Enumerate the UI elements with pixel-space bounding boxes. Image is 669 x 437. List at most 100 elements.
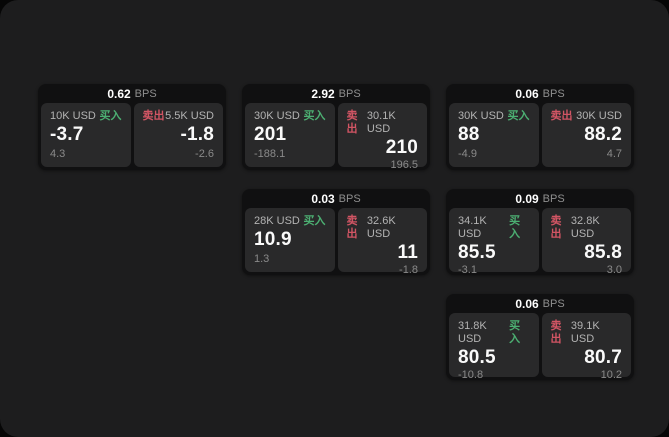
sell-panel[interactable]: 卖出 39.1K USD 80.7 10.2 xyxy=(541,313,631,381)
panel-top: 10K USD 买入 xyxy=(50,110,122,123)
panel-top: 卖出 30K USD xyxy=(551,110,623,123)
sell-tag: 卖出 xyxy=(550,110,573,122)
panel-top: 卖出 32.6K USD xyxy=(347,215,419,241)
quote-panels: 30K USD 买入 201 -188.1 卖出 30.1K USD 210 1… xyxy=(245,103,427,171)
sell-amount: 30K USD xyxy=(576,110,622,122)
sell-amount: 32.6K USD xyxy=(366,215,396,240)
sell-panel[interactable]: 卖出 5.5K USD -1.8 -2.6 xyxy=(133,103,223,167)
panel-top: 31.8K USD 买入 xyxy=(458,320,530,346)
bps-unit-label: BPS xyxy=(134,87,157,100)
buy-delta: 4.3 xyxy=(50,148,66,160)
buy-panel[interactable]: 10K USD 买入 -3.7 4.3 xyxy=(41,103,131,167)
buy-tag: 买入 xyxy=(303,110,326,122)
sell-delta: -2.6 xyxy=(195,148,214,160)
quote-card-6: 0.06 BPS 31.8K USD 买入 80.5 -10.8 卖出 39.1… xyxy=(446,294,634,381)
sell-tag: 卖出 xyxy=(346,110,358,135)
panel-top: 卖出 5.5K USD xyxy=(143,110,215,123)
quote-panels: 30K USD 买入 88 -4.9 卖出 30K USD 88.2 4.7 xyxy=(449,103,631,167)
sell-tag: 卖出 xyxy=(142,110,165,122)
sell-panel[interactable]: 卖出 32.6K USD 11 -1.8 xyxy=(337,208,427,276)
bps-value: 0.62 xyxy=(107,86,131,101)
panel-top: 28K USD 买入 xyxy=(254,215,326,228)
bps-value: 0.03 xyxy=(311,191,335,206)
buy-tag: 买入 xyxy=(303,215,326,227)
card-header: 2.92 BPS xyxy=(245,84,427,103)
sell-price: 88.2 xyxy=(584,124,622,145)
quote-card-grid: 0.62 BPS 10K USD 买入 -3.7 4.3 卖出 5.5K USD xyxy=(38,84,634,381)
buy-amount: 30K USD xyxy=(254,110,300,122)
card-header: 0.03 BPS xyxy=(245,189,427,208)
quote-card-1: 0.62 BPS 10K USD 买入 -3.7 4.3 卖出 5.5K USD xyxy=(38,84,226,170)
sell-delta: 4.7 xyxy=(606,148,622,160)
buy-amount: 30K USD xyxy=(458,110,504,122)
panel-top: 卖出 30.1K USD xyxy=(347,110,419,136)
panel-top: 卖出 39.1K USD xyxy=(551,320,623,346)
buy-amount: 31.8K USD xyxy=(458,320,487,345)
buy-price: 88 xyxy=(458,124,480,145)
sell-price: 210 xyxy=(385,137,418,158)
sell-amount: 30.1K USD xyxy=(366,110,396,135)
quote-card-2: 2.92 BPS 30K USD 买入 201 -188.1 卖出 30.1K … xyxy=(242,84,430,171)
panel-top: 30K USD 买入 xyxy=(254,110,326,123)
bps-unit-label: BPS xyxy=(338,87,361,100)
sell-amount: 32.8K USD xyxy=(570,215,600,240)
quote-panels: 10K USD 买入 -3.7 4.3 卖出 5.5K USD -1.8 -2.… xyxy=(41,103,223,167)
buy-price: 80.5 xyxy=(458,347,496,368)
quote-panels: 28K USD 买入 10.9 1.3 卖出 32.6K USD 11 -1.8 xyxy=(245,208,427,276)
buy-panel[interactable]: 28K USD 买入 10.9 1.3 xyxy=(245,208,335,272)
sell-amount: 5.5K USD xyxy=(165,110,214,122)
sell-panel[interactable]: 卖出 30.1K USD 210 196.5 xyxy=(337,103,427,171)
buy-tag: 买入 xyxy=(509,215,521,240)
buy-amount: 28K USD xyxy=(254,215,300,227)
sell-panel[interactable]: 卖出 32.8K USD 85.8 3.0 xyxy=(541,208,631,276)
buy-amount: 10K USD xyxy=(50,110,96,122)
bps-value: 0.06 xyxy=(515,296,539,311)
sell-delta: -1.8 xyxy=(399,264,418,276)
buy-panel[interactable]: 34.1K USD 买入 85.5 -3.1 xyxy=(449,208,539,276)
buy-delta: -3.1 xyxy=(458,264,477,276)
buy-amount: 34.1K USD xyxy=(458,215,487,240)
bps-value: 0.06 xyxy=(515,86,539,101)
buy-tag: 买入 xyxy=(507,110,530,122)
buy-price: 10.9 xyxy=(254,229,292,250)
panel-top: 卖出 32.8K USD xyxy=(551,215,623,241)
quote-panels: 31.8K USD 买入 80.5 -10.8 卖出 39.1K USD 80.… xyxy=(449,313,631,381)
buy-tag: 买入 xyxy=(509,320,521,345)
bps-value: 0.09 xyxy=(515,191,539,206)
sell-delta: 196.5 xyxy=(390,159,418,171)
sell-delta: 3.0 xyxy=(606,264,622,276)
sell-price: 85.8 xyxy=(584,242,622,263)
buy-delta: -4.9 xyxy=(458,148,477,160)
buy-delta: 1.3 xyxy=(254,253,270,265)
sell-tag: 卖出 xyxy=(550,320,562,345)
buy-panel[interactable]: 31.8K USD 买入 80.5 -10.8 xyxy=(449,313,539,381)
sell-tag: 卖出 xyxy=(550,215,562,240)
sell-delta: 10.2 xyxy=(600,369,622,381)
card-header: 0.62 BPS xyxy=(41,84,223,103)
sell-price: 80.7 xyxy=(584,347,622,368)
bps-unit-label: BPS xyxy=(338,192,361,205)
buy-price: 85.5 xyxy=(458,242,496,263)
sell-panel[interactable]: 卖出 30K USD 88.2 4.7 xyxy=(541,103,631,167)
sell-amount: 39.1K USD xyxy=(570,320,600,345)
quote-card-5: 0.09 BPS 34.1K USD 买入 85.5 -3.1 卖出 32.8K… xyxy=(446,189,634,276)
buy-delta: -10.8 xyxy=(458,369,484,381)
bps-unit-label: BPS xyxy=(542,297,565,310)
bps-value: 2.92 xyxy=(311,86,335,101)
bps-unit-label: BPS xyxy=(542,192,565,205)
quote-panels: 34.1K USD 买入 85.5 -3.1 卖出 32.8K USD 85.8… xyxy=(449,208,631,276)
sell-price: -1.8 xyxy=(180,124,214,145)
buy-price: 201 xyxy=(254,124,287,145)
card-header: 0.09 BPS xyxy=(449,189,631,208)
buy-panel[interactable]: 30K USD 买入 201 -188.1 xyxy=(245,103,335,167)
quote-card-4: 0.03 BPS 28K USD 买入 10.9 1.3 卖出 32.6K US… xyxy=(242,189,430,276)
panel-top: 30K USD 买入 xyxy=(458,110,530,123)
card-header: 0.06 BPS xyxy=(449,294,631,313)
buy-delta: -188.1 xyxy=(254,148,286,160)
bps-unit-label: BPS xyxy=(542,87,565,100)
buy-panel[interactable]: 30K USD 买入 88 -4.9 xyxy=(449,103,539,167)
buy-tag: 买入 xyxy=(99,110,122,122)
buy-price: -3.7 xyxy=(50,124,84,145)
sell-tag: 卖出 xyxy=(346,215,358,240)
